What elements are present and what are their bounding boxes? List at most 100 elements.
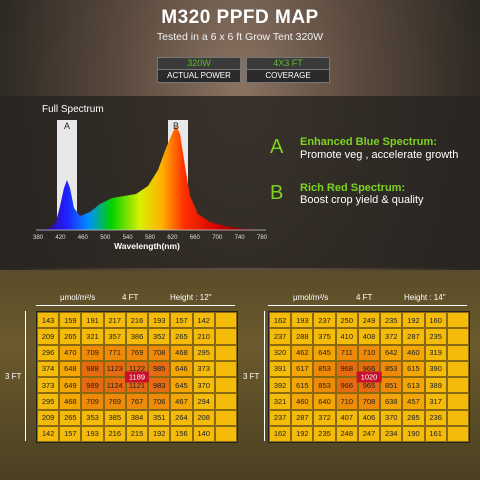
map-cell: 352 [148, 328, 171, 345]
feature-b-letter: B [270, 182, 284, 204]
map-cell: 370 [380, 409, 403, 426]
map-cell: 389 [424, 377, 447, 394]
map-cell: 357 [103, 328, 126, 345]
map-cell: 769 [103, 393, 126, 410]
map-cell: 216 [103, 425, 126, 442]
map-cell: 640 [313, 393, 336, 410]
map-cell: 375 [313, 328, 336, 345]
map-cell: 983 [148, 377, 171, 394]
map-cell: 208 [192, 409, 215, 426]
map-cell: 460 [291, 393, 314, 410]
map-cell: 249 [357, 312, 381, 329]
map-cell: 250 [335, 312, 358, 329]
map-cell: 853 [313, 360, 336, 377]
map-cell: 295 [37, 393, 60, 410]
map1-height-label: Height : 12" [170, 293, 212, 302]
map-cell: 989 [81, 377, 104, 394]
map-cell [214, 409, 237, 426]
x-tick-label: 500 [100, 235, 111, 241]
map-cell: 645 [170, 377, 193, 394]
map-cell: 410 [335, 328, 358, 345]
map-cell [214, 377, 237, 394]
map-cell: 237 [269, 409, 292, 426]
map-cell: 769 [125, 344, 149, 361]
map-cell: 615 [291, 377, 314, 394]
map-cell: 209 [37, 328, 60, 345]
map-cell: 217 [103, 312, 126, 329]
map-cell: 645 [313, 344, 336, 361]
map-cell: 460 [402, 344, 425, 361]
coverage-value: 4X3 FT [246, 57, 330, 69]
map-cell [446, 344, 469, 361]
map-cell: 468 [170, 344, 193, 361]
map-cell: 372 [380, 328, 403, 345]
map-cell: 470 [59, 344, 82, 361]
coverage-label: COVERAGE [246, 69, 330, 83]
coverage-badge: 4X3 FT COVERAGE [246, 57, 330, 83]
map-cell: 706 [148, 393, 171, 410]
map-cell: 234 [380, 425, 403, 442]
ppfd-map-14in: 162 193 237 250 249 235 192 160 237 288 375 410 408 3… [268, 311, 470, 443]
map-cell: 321 [81, 328, 104, 345]
x-tick-label: 660 [190, 235, 201, 241]
map-cell: 966 [335, 377, 358, 394]
map-cell: 638 [380, 393, 403, 410]
map-cell: 192 [291, 425, 314, 442]
map-cell: 710 [357, 344, 381, 361]
x-tick-label: 380 [33, 235, 44, 241]
map2-width-arrow [268, 305, 467, 306]
x-tick-label: 700 [212, 235, 223, 241]
map-cell: 191 [81, 312, 104, 329]
map-cell: 988 [81, 360, 104, 377]
map-cell: 236 [424, 409, 447, 426]
map-cell: 235 [380, 312, 403, 329]
map-cell [446, 409, 469, 426]
map-cell: 317 [424, 393, 447, 410]
map-cell [446, 377, 469, 394]
feature-a-text: Promote veg , accelerate growth [300, 149, 459, 161]
map-cell: 370 [192, 377, 215, 394]
map-cell: 649 [59, 377, 82, 394]
map-cell: 237 [269, 328, 292, 345]
map-cell: 613 [402, 377, 425, 394]
map-cell: 320 [269, 344, 292, 361]
map-cell: 467 [170, 393, 193, 410]
map-cell: 209 [37, 409, 60, 426]
x-tick-label: 780 [257, 235, 268, 241]
map2-side-label: 3 FT [243, 372, 260, 381]
map-cell: 767 [125, 393, 149, 410]
map2-height-arrow [264, 311, 265, 441]
map-cell: 287 [402, 328, 425, 345]
map-cell: 162 [269, 425, 292, 442]
map-cell: 615 [402, 360, 425, 377]
spectrum-panel: Full Spectrum A B 380 420 460 500 540 580 620 6… [0, 96, 480, 268]
map-cell: 386 [125, 328, 149, 345]
map-cell [446, 425, 469, 442]
map-cell: 853 [313, 377, 336, 394]
map-cell: 265 [59, 328, 82, 345]
map-cell: 373 [37, 377, 60, 394]
map1-width-arrow [36, 305, 235, 306]
map-cell [446, 360, 469, 377]
map-cell: 287 [291, 409, 314, 426]
marker-a: A [64, 121, 70, 131]
map-cell: 853 [380, 360, 403, 377]
map-cell: 157 [59, 425, 82, 442]
x-tick-label: 620 [167, 235, 178, 241]
feature-a-letter: A [270, 136, 284, 158]
map-cell: 192 [402, 312, 425, 329]
marker-b: B [173, 121, 179, 131]
map-cell [214, 344, 237, 361]
map-cell: 193 [81, 425, 104, 442]
map-cell: 294 [192, 393, 215, 410]
map-cell: 235 [424, 328, 447, 345]
x-tick-label: 540 [123, 235, 134, 241]
map-cell: 374 [37, 360, 60, 377]
map-cell: 390 [424, 360, 447, 377]
map-cell: 351 [148, 409, 171, 426]
x-tick-label: 740 [235, 235, 246, 241]
page-subtitle: Tested in a 6 x 6 ft Grow Tent 320W [156, 31, 324, 43]
map-cell: 372 [313, 409, 336, 426]
map-cell: 160 [424, 312, 447, 329]
map-cell: 353 [81, 409, 104, 426]
